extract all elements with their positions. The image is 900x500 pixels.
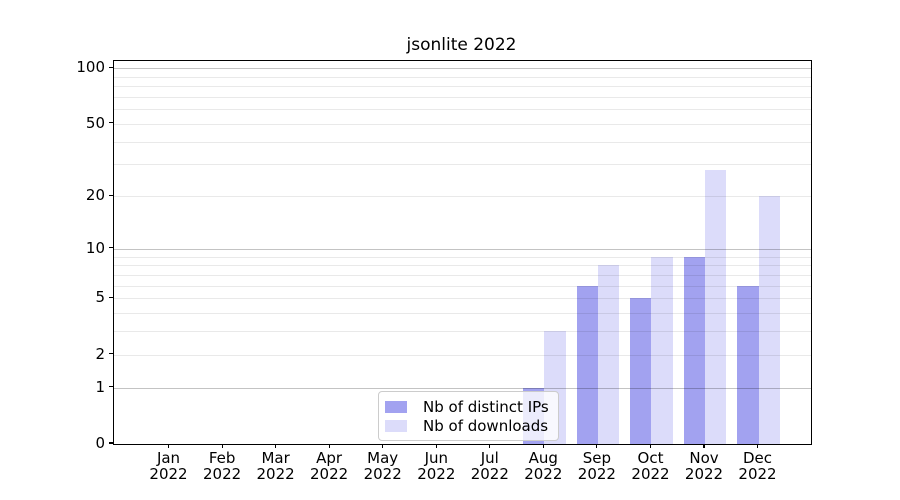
x-axis-year-label: 2022 [363,465,402,483]
bar-downloads [758,196,780,444]
legend-label-downloads: Nb of downloads [423,416,549,435]
x-axis-year-label: 2022 [256,465,295,483]
x-axis-tick-mark [275,443,277,448]
bars-layer [114,61,811,444]
x-axis-tick-label: Jan 2022 [137,450,201,482]
y-axis-tick-label: 5 [95,288,105,307]
x-axis-month-label: Nov [689,449,719,467]
y-axis-tick-mark [109,386,113,388]
legend-row-downloads: Nb of downloads [385,416,549,435]
y-axis-tick-mark [109,122,113,124]
legend-swatch-distinct-ips [385,400,407,413]
legend-row-distinct-ips: Nb of distinct IPs [385,397,549,416]
x-axis-tick-mark [596,443,598,448]
legend-swatch-downloads [385,419,407,432]
bar-downloads [597,265,620,444]
x-axis-tick-mark [542,443,544,448]
y-axis-tick-mark [109,247,113,249]
x-axis-year-label: 2022 [631,465,670,483]
y-axis-tick-label: 1 [95,377,105,396]
x-axis-year-label: 2022 [203,465,242,483]
x-axis-month-label: Sep [582,449,612,467]
x-axis-tick-label: Mar 2022 [244,450,308,482]
x-axis-tick-label: May 2022 [351,450,415,482]
bar-distinct-ips [630,298,652,444]
plot-area: Nb of distinct IPs Nb of downloads [113,60,812,445]
bar-distinct-ips [576,285,598,444]
x-axis-tick-label: Oct 2022 [619,450,683,482]
y-axis-tick-label: 10 [85,238,105,257]
x-axis-tick-mark [382,443,384,448]
x-axis-year-label: 2022 [738,465,777,483]
x-axis-month-label: Jul [480,449,499,467]
x-axis-year-label: 2022 [684,465,724,483]
x-axis-tick-label: Jun 2022 [404,450,468,482]
x-axis-tick-mark [328,443,330,448]
x-axis-year-label: 2022 [310,465,349,483]
x-axis-month-label: Apr [316,449,343,467]
x-axis-tick-label: Dec 2022 [726,450,790,482]
x-axis-tick-label: Feb 2022 [190,450,254,482]
x-axis-month-label: May [367,449,399,467]
y-axis-tick-mark [109,194,113,196]
chart-title: jsonlite 2022 [406,35,517,55]
x-axis-tick-mark [167,443,170,448]
y-axis-tick-label: 2 [95,344,105,363]
x-axis-month-label: Jun [424,449,449,467]
bar-distinct-ips [737,285,759,444]
x-axis-tick-label: Aug 2022 [511,450,575,482]
y-axis-tick-mark [109,352,113,355]
x-axis-year-label: 2022 [149,465,188,483]
x-axis-tick-mark [435,443,437,448]
x-axis-tick-label: Nov 2022 [672,450,736,482]
x-axis-month-label: Dec [742,449,773,467]
x-axis-tick-label: Jul 2022 [458,450,522,482]
x-axis-tick-label: Sep 2022 [565,450,629,482]
x-axis-month-label: Feb [208,449,236,467]
x-axis-year-label: 2022 [524,465,563,483]
y-axis-tick-label: 50 [85,113,105,132]
y-axis-tick-mark [109,442,113,444]
x-axis-tick-label: Apr 2022 [297,450,361,482]
bar-distinct-ips [683,256,705,444]
y-axis-tick-label: 0 [95,434,105,452]
x-axis-tick-mark [221,443,223,448]
x-axis-year-label: 2022 [577,465,616,483]
y-axis-tick-label: 100 [76,58,105,77]
y-axis-tick-label: 20 [85,186,105,205]
y-axis-tick-mark [109,66,113,68]
x-axis-month-label: Mar [261,449,290,467]
x-axis-tick-mark [703,443,705,448]
bar-downloads [705,169,727,444]
legend-label-distinct-ips: Nb of distinct IPs [423,397,549,416]
x-axis-tick-mark [489,443,491,448]
x-axis-month-label: Aug [528,449,558,467]
bar-downloads [651,256,673,444]
x-axis-year-label: 2022 [470,465,509,483]
x-axis-tick-mark [649,443,652,448]
x-axis-month-label: Oct [637,449,664,467]
x-axis-year-label: 2022 [417,465,456,483]
legend: Nb of distinct IPs Nb of downloads [378,391,559,441]
x-axis-month-label: Jan [156,449,181,467]
x-axis-tick-mark [756,443,759,448]
y-axis-tick-mark [109,296,113,298]
